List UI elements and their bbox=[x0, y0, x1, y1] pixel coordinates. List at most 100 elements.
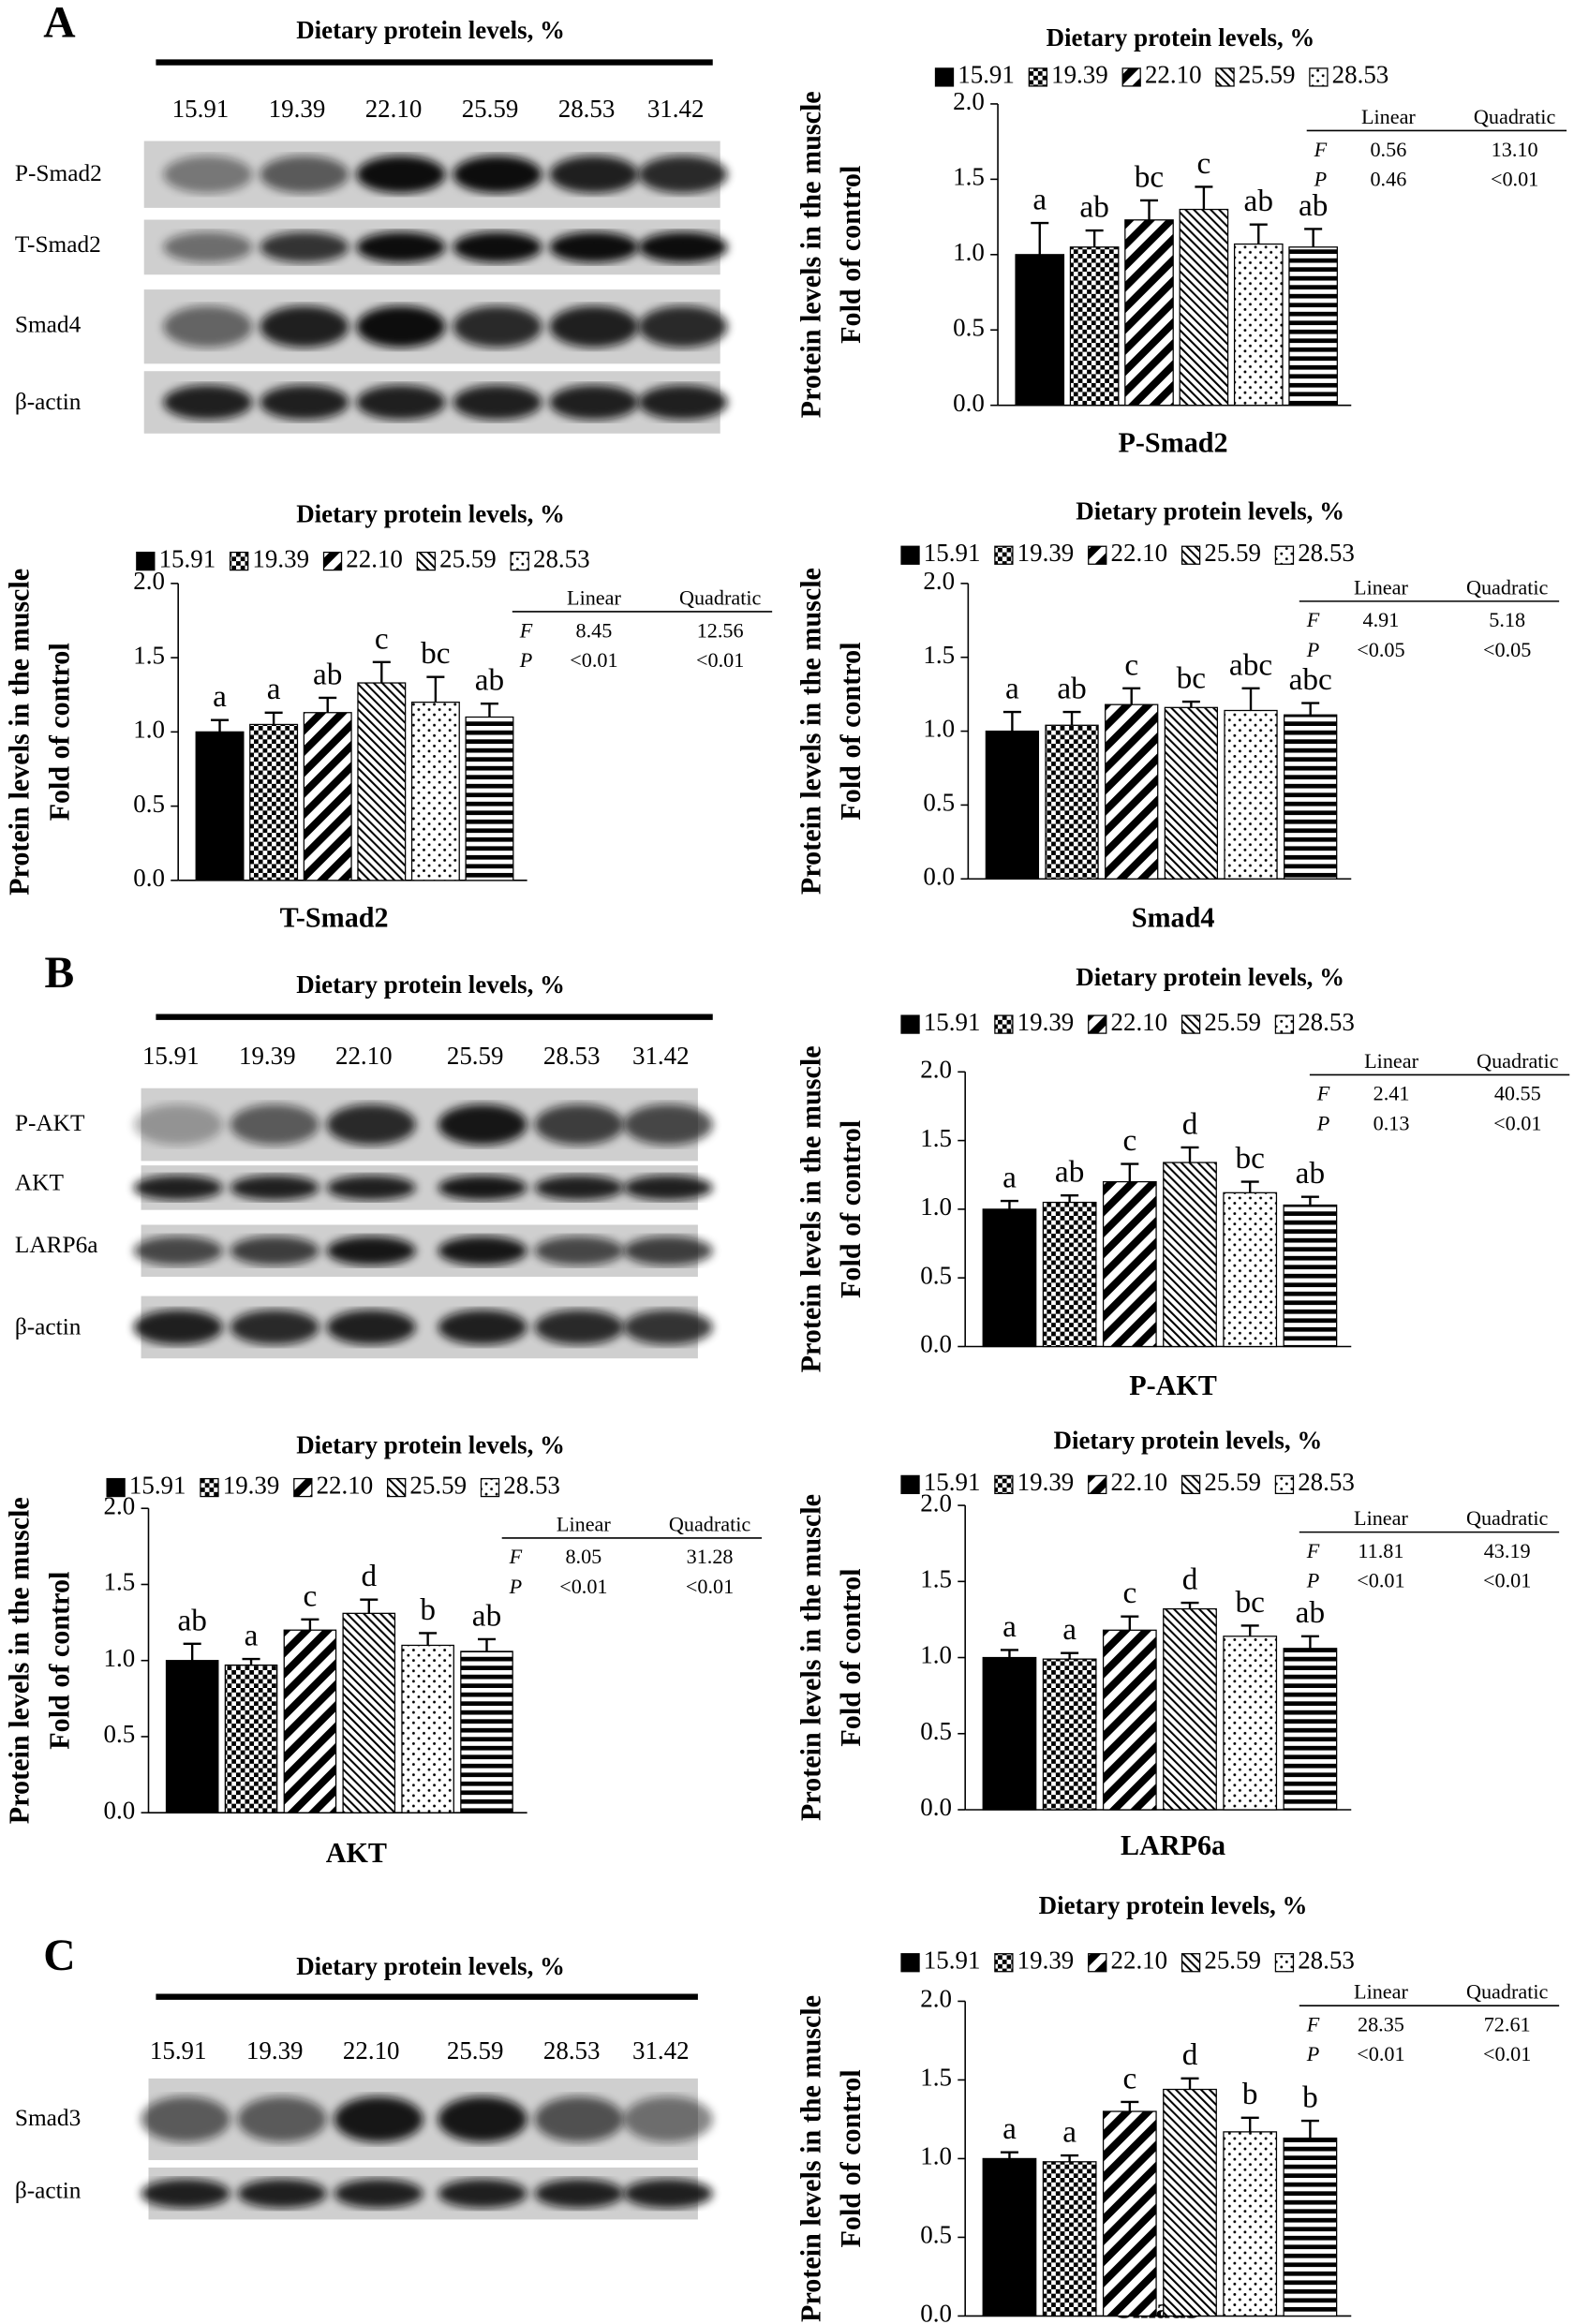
y-axis-label: Fold of control bbox=[835, 1120, 867, 1298]
band bbox=[133, 1236, 223, 1266]
stats-row-label: P bbox=[1306, 1569, 1320, 1592]
stats-value: <0.01 bbox=[1493, 1111, 1541, 1134]
band bbox=[356, 384, 446, 421]
y-tick-label: 1.5 bbox=[133, 641, 165, 669]
bar bbox=[1069, 246, 1120, 407]
blot-title: Dietary protein levels, % bbox=[296, 16, 565, 44]
y-tick-label: 2.0 bbox=[920, 1488, 952, 1517]
bar bbox=[1163, 1162, 1217, 1348]
error-bar bbox=[1140, 199, 1159, 220]
chart-title: Dietary protein levels, % bbox=[1054, 1427, 1323, 1455]
bar bbox=[224, 1664, 278, 1813]
bar bbox=[1163, 1607, 1217, 1811]
significance-letter: a bbox=[1062, 2115, 1077, 2150]
band bbox=[534, 1236, 624, 1266]
bar bbox=[1283, 1204, 1338, 1348]
y-tick-label: 0.5 bbox=[104, 1720, 136, 1748]
x-axis-label: P-Smad2 bbox=[1119, 426, 1228, 458]
legend-swatch bbox=[994, 545, 1014, 565]
lane-label: 31.42 bbox=[632, 1042, 690, 1070]
y-axis-label: Protein levels in the muscle bbox=[4, 569, 36, 896]
row-label: P-AKT bbox=[15, 1110, 85, 1136]
significance-letter: ab bbox=[177, 1603, 206, 1637]
stats-value: <0.05 bbox=[1483, 638, 1531, 661]
significance-letter: b bbox=[1242, 2077, 1258, 2111]
y-tick-label: 0.0 bbox=[920, 1793, 952, 1821]
band bbox=[534, 1103, 624, 1146]
legend-swatch bbox=[106, 1477, 126, 1498]
stats-value: 28.35 bbox=[1358, 2012, 1404, 2035]
significance-letter: a bbox=[245, 1619, 259, 1653]
error-bar bbox=[1181, 700, 1200, 708]
legend-label: 15.91 bbox=[924, 1468, 981, 1496]
legend-label: 28.53 bbox=[1298, 1946, 1355, 1974]
significance-letter: a bbox=[1002, 1161, 1017, 1195]
significance-letter: c bbox=[1124, 647, 1138, 682]
bar bbox=[1102, 2110, 1157, 2317]
error-bar bbox=[1240, 1624, 1259, 1636]
lane-label: 28.53 bbox=[543, 1042, 601, 1070]
error-bar bbox=[1121, 2100, 1139, 2112]
band bbox=[356, 231, 446, 263]
band bbox=[334, 2096, 423, 2142]
y-tick-label: 0.5 bbox=[920, 1261, 952, 1289]
legend-label: 19.39 bbox=[223, 1471, 280, 1499]
bar bbox=[1284, 714, 1338, 880]
legend-swatch bbox=[510, 551, 529, 571]
significance-letter: a bbox=[1005, 672, 1019, 706]
legend-swatch bbox=[230, 551, 249, 571]
legend-label: 22.10 bbox=[1145, 61, 1202, 89]
bar bbox=[1163, 2088, 1217, 2317]
legend-label: 25.59 bbox=[1204, 539, 1261, 567]
y-tick-label: 1.0 bbox=[133, 716, 165, 744]
significance-letter: d bbox=[1182, 1562, 1198, 1597]
legend-label: 22.10 bbox=[1111, 1468, 1168, 1496]
error-bar bbox=[264, 711, 283, 725]
legend-swatch bbox=[1180, 1474, 1201, 1495]
row-label: AKT bbox=[15, 1170, 65, 1196]
stats-value: 5.18 bbox=[1489, 608, 1525, 631]
panel-label: B bbox=[45, 949, 75, 998]
band bbox=[438, 2179, 527, 2209]
bar bbox=[1102, 1180, 1157, 1348]
stats-value: <0.01 bbox=[1483, 2042, 1531, 2065]
panel-label: C bbox=[43, 1932, 75, 1980]
bar bbox=[1283, 2137, 1338, 2317]
error-bar bbox=[1300, 1195, 1319, 1206]
row-label: T-Smad2 bbox=[15, 231, 101, 258]
legend-label: 19.39 bbox=[1017, 1008, 1075, 1036]
band bbox=[133, 1103, 223, 1146]
significance-letter: ab bbox=[472, 1598, 501, 1633]
lane-label: 28.53 bbox=[558, 95, 616, 123]
y-tick-label: 0.5 bbox=[923, 789, 955, 817]
stats-value: 2.41 bbox=[1374, 1082, 1410, 1105]
band bbox=[326, 1103, 416, 1146]
legend-swatch bbox=[480, 1477, 500, 1498]
stats-row-label: P bbox=[1306, 638, 1320, 661]
chart-title: Dietary protein levels, % bbox=[1039, 1891, 1308, 1919]
x-axis-label: AKT bbox=[326, 1837, 387, 1869]
y-tick-label: 2.0 bbox=[133, 567, 165, 595]
stats-value: 12.56 bbox=[697, 618, 744, 642]
significance-letter: ab bbox=[313, 657, 342, 691]
band bbox=[133, 1310, 223, 1345]
bar bbox=[1105, 703, 1159, 880]
lane-label: 25.59 bbox=[462, 95, 519, 123]
error-bar bbox=[1031, 221, 1049, 255]
stats-value: <0.05 bbox=[1357, 638, 1404, 661]
significance-letter: bc bbox=[421, 636, 450, 671]
y-tick-label: 1.0 bbox=[920, 1641, 952, 1669]
band bbox=[163, 305, 253, 348]
y-tick-label: 0.0 bbox=[920, 1330, 952, 1358]
y-axis-label: Fold of control bbox=[43, 643, 75, 821]
bar bbox=[342, 1612, 396, 1813]
legend-swatch bbox=[322, 551, 343, 571]
legend-swatch bbox=[1088, 1014, 1107, 1034]
error-bar bbox=[1180, 2077, 1199, 2090]
band bbox=[438, 1175, 527, 1201]
stats-row-label: F bbox=[1306, 2012, 1320, 2035]
stats-header: Quadratic bbox=[1466, 575, 1549, 599]
band bbox=[163, 231, 253, 263]
stats-value: 8.45 bbox=[576, 618, 613, 642]
